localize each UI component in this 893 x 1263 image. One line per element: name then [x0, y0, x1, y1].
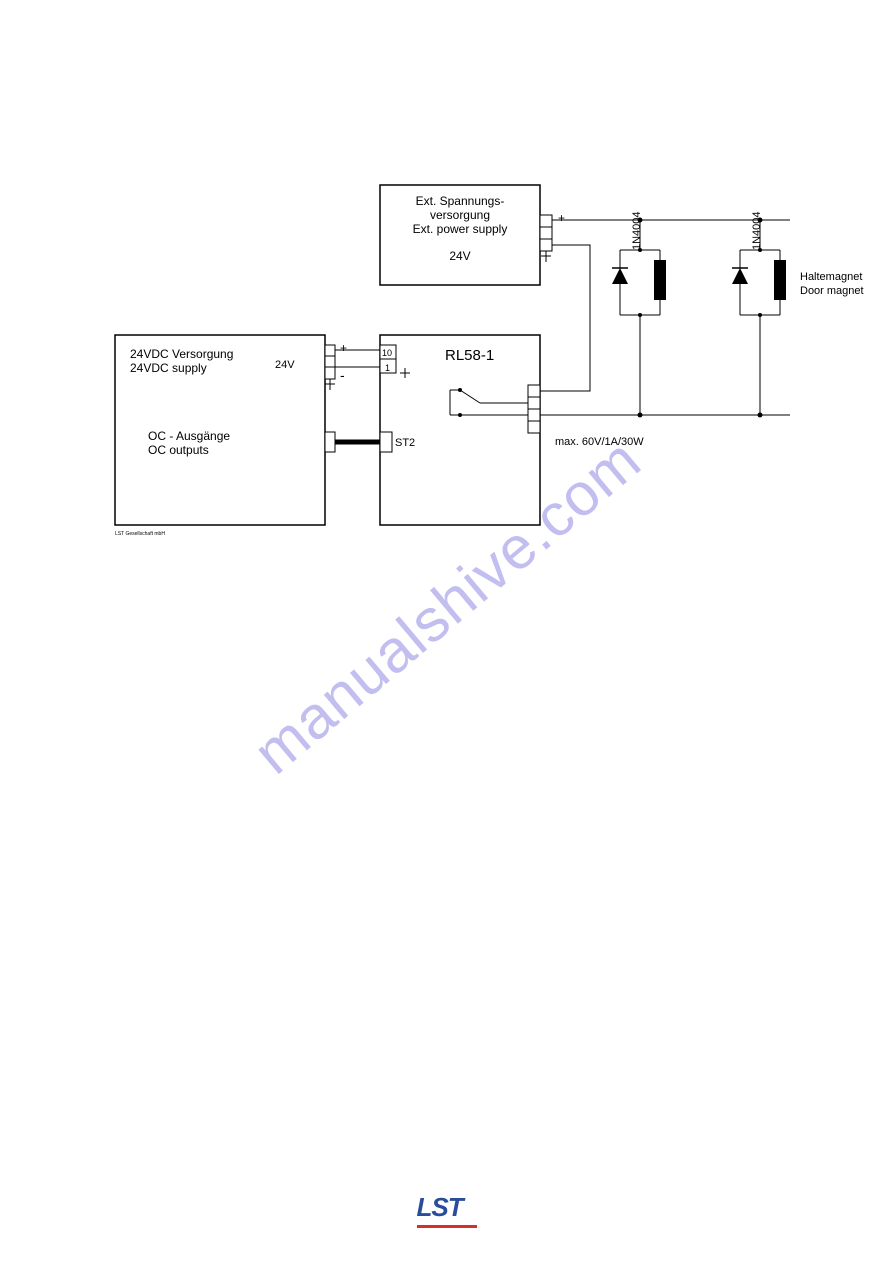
- ext-ps-text3: Ext. power supply: [413, 222, 508, 236]
- door-magnet-line2: Door magnet: [800, 285, 864, 297]
- svg-text:-: -: [340, 367, 345, 383]
- rl58-title: RL58-1: [445, 347, 494, 364]
- svg-text:-: -: [558, 237, 562, 251]
- svg-text:+: +: [558, 211, 565, 225]
- diode-magnet-2: 1N4004: [732, 211, 786, 417]
- oc-line1: OC - Ausgänge: [148, 429, 230, 443]
- diode1-label: 1N4004: [631, 211, 643, 250]
- supply-line1: 24VDC Versorgung: [130, 347, 233, 361]
- diode2-label: 1N4004: [751, 211, 763, 250]
- diode-magnet-1: 1N4004: [612, 211, 666, 417]
- st2-label: ST2: [395, 437, 415, 449]
- ext-ps-text1: Ext. Spannungs-: [416, 194, 505, 208]
- svg-text:LST Gesellschaft mbH: LST Gesellschaft mbH: [115, 531, 165, 537]
- supply-24v: 24V: [275, 359, 295, 371]
- pin-1: 1: [385, 363, 390, 373]
- wiring-diagram: Ext. Spannungs- versorgung Ext. power su…: [0, 0, 893, 1263]
- ext-ps-text2: versorgung: [430, 208, 490, 222]
- rl58-rating: max. 60V/1A/30W: [555, 436, 644, 448]
- oc-line2: OC outputs: [148, 443, 209, 457]
- supply-line2: 24VDC supply: [130, 361, 207, 375]
- door-magnet-line1: Haltemagnet: [800, 271, 862, 283]
- pin-10: 10: [382, 348, 392, 358]
- svg-text:+: +: [340, 341, 347, 355]
- ext-ps-text4: 24V: [449, 249, 470, 263]
